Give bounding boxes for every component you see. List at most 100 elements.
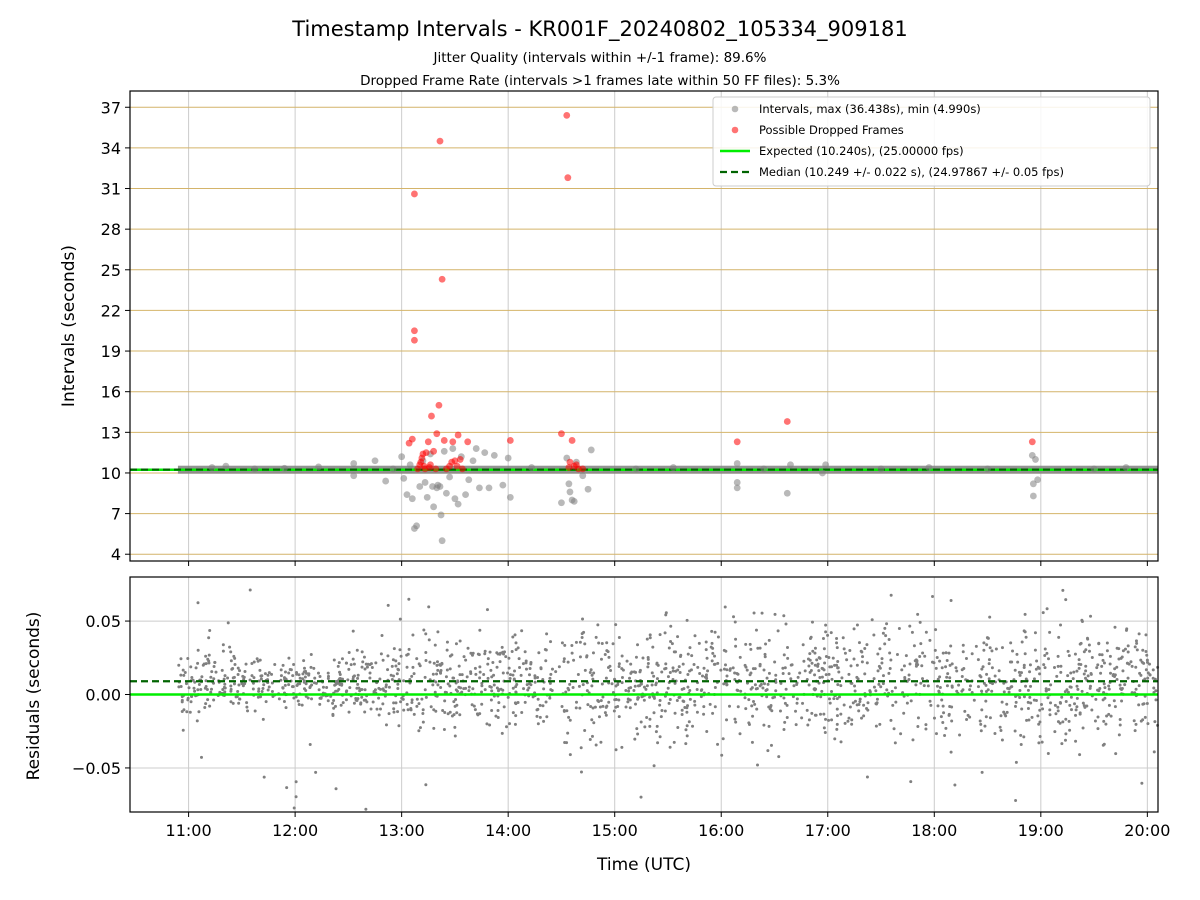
residual-point: [678, 670, 682, 674]
residual-point: [245, 705, 249, 709]
residuals-y-tick-label: −0.05: [72, 759, 121, 778]
residual-point: [1105, 641, 1109, 645]
residual-point: [802, 659, 806, 663]
residual-point: [771, 696, 775, 700]
residual-point: [1109, 714, 1113, 718]
residual-point: [490, 708, 494, 712]
interval-point: [462, 491, 469, 499]
residual-point: [736, 688, 740, 692]
residual-point: [453, 725, 457, 729]
residual-point: [822, 647, 826, 651]
residual-point: [396, 687, 400, 691]
residual-point: [893, 686, 897, 690]
residual-point: [455, 711, 459, 715]
residual-point: [902, 664, 906, 668]
residual-point: [860, 660, 864, 664]
residual-point: [514, 648, 518, 652]
residual-point: [1058, 700, 1062, 704]
residual-point: [513, 669, 517, 673]
residual-point: [420, 697, 424, 701]
interval-point: [437, 511, 445, 519]
residual-point: [961, 650, 965, 654]
residual-point: [203, 686, 207, 690]
residual-point: [399, 700, 403, 704]
intervals-y-tick-label: 7: [111, 505, 121, 524]
residual-point: [607, 655, 611, 659]
residual-point: [878, 647, 882, 651]
residual-point: [365, 665, 369, 669]
residual-point: [1014, 704, 1018, 708]
residual-point: [938, 675, 942, 679]
residual-point: [777, 755, 781, 759]
residual-point: [705, 730, 709, 734]
residual-point: [682, 700, 686, 704]
residual-point: [832, 697, 836, 701]
dropped-frame-point: [422, 449, 430, 457]
residual-point: [518, 666, 522, 670]
residual-point: [626, 697, 630, 701]
residual-point: [427, 638, 431, 642]
residual-point: [782, 728, 786, 732]
residual-point: [639, 720, 643, 724]
residual-point: [928, 699, 932, 703]
residual-point: [351, 657, 355, 661]
residual-point: [820, 689, 824, 693]
residual-point: [314, 681, 318, 685]
residual-point: [704, 673, 708, 677]
residual-point: [469, 651, 473, 655]
residual-point: [1146, 676, 1150, 680]
residual-point: [423, 688, 427, 692]
residual-point: [763, 655, 767, 659]
interval-point: [350, 472, 358, 480]
residual-point: [379, 707, 383, 711]
residual-point: [767, 724, 771, 728]
residual-point: [1137, 703, 1141, 707]
residual-point: [496, 716, 500, 720]
residual-point: [374, 661, 378, 665]
residual-point: [666, 686, 670, 690]
residual-point: [652, 696, 656, 700]
residual-point: [842, 703, 846, 707]
residual-point: [699, 695, 703, 699]
residual-point: [1148, 662, 1152, 666]
residual-point: [614, 623, 618, 627]
residual-point: [600, 641, 604, 645]
residual-point: [1020, 707, 1024, 711]
interval-point: [733, 460, 741, 467]
residual-point: [368, 671, 372, 675]
dropped-frame-point: [464, 438, 472, 446]
residual-point: [499, 687, 503, 691]
residual-point: [960, 689, 964, 693]
residual-point: [297, 702, 301, 706]
residual-point: [739, 689, 743, 693]
residual-point: [716, 742, 720, 746]
dropped-frame-point: [430, 447, 438, 455]
residual-point: [282, 699, 286, 703]
residual-point: [1023, 652, 1027, 656]
residual-point: [208, 704, 212, 708]
residual-point: [457, 664, 461, 668]
residual-point: [789, 663, 793, 667]
dropped-frame-point: [453, 462, 461, 470]
residual-point: [827, 672, 831, 676]
residual-point: [1060, 695, 1064, 699]
residual-point: [1102, 661, 1106, 665]
residual-point: [523, 650, 527, 654]
residual-point: [1030, 715, 1034, 719]
residual-point: [417, 702, 421, 706]
residual-point: [908, 662, 912, 666]
residual-point: [695, 688, 699, 692]
interval-point: [416, 483, 424, 490]
residual-point: [533, 680, 537, 684]
residual-point: [636, 684, 640, 688]
residual-point: [617, 665, 621, 669]
residual-point: [1121, 649, 1125, 653]
residual-point: [941, 651, 945, 655]
residual-point: [945, 659, 949, 663]
residual-point: [482, 673, 486, 677]
residual-point: [847, 672, 851, 676]
residual-point: [837, 695, 841, 699]
residual-point: [982, 641, 986, 645]
residual-point: [604, 713, 608, 717]
residual-point: [1102, 682, 1106, 686]
